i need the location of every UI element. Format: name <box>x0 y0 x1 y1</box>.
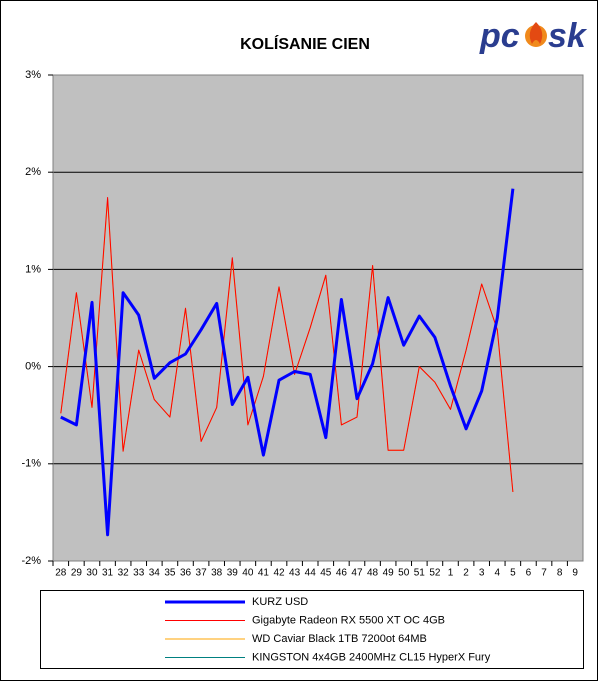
logo-flame-tip <box>529 22 543 44</box>
x-tick-label: 9 <box>572 568 578 579</box>
plot-area <box>53 75 583 561</box>
x-tick-label: 3 <box>479 568 485 579</box>
y-tick-label: 1% <box>25 263 41 275</box>
series-line <box>60 188 515 537</box>
x-tick-label: 44 <box>305 568 317 579</box>
x-tick-label: 48 <box>367 568 379 579</box>
x-tick-label: 5 <box>510 568 516 579</box>
x-tick-label: 33 <box>133 568 145 579</box>
x-tick-label: 32 <box>118 568 130 579</box>
y-tick-label: 2% <box>25 166 41 178</box>
chart-title: KOLÍSANIE CIEN <box>240 34 370 53</box>
logo: pc sk <box>479 17 588 55</box>
legend-label: WD Caviar Black 1TB 7200ot 64MB <box>252 633 427 645</box>
x-tick-label: 40 <box>242 568 254 579</box>
x-tick-label: 37 <box>196 568 208 579</box>
x-tick-label: 1 <box>448 568 454 579</box>
x-tick-label: 31 <box>102 568 114 579</box>
x-tick-label: 46 <box>336 568 348 579</box>
legend-label: KINGSTON 4x4GB 2400MHz CL15 HyperX Fury <box>252 651 491 663</box>
x-tick-label: 6 <box>526 568 532 579</box>
x-tick-label: 29 <box>71 568 83 579</box>
x-tick-label: 39 <box>227 568 239 579</box>
x-tick-label: 45 <box>320 568 332 579</box>
legend-label: Gigabyte Radeon RX 5500 XT OC 4GB <box>252 614 445 626</box>
x-tick-label: 42 <box>273 568 285 579</box>
legend-label: KURZ USD <box>252 596 308 608</box>
legend <box>40 590 584 669</box>
x-tick-label: 34 <box>149 568 161 579</box>
y-tick-label: -1% <box>21 458 41 470</box>
x-tick-label: 7 <box>541 568 547 579</box>
x-tick-label: 49 <box>383 568 395 579</box>
x-tick-label: 41 <box>258 568 270 579</box>
x-tick-label: 28 <box>55 568 67 579</box>
x-tick-label: 38 <box>211 568 223 579</box>
x-tick-label: 47 <box>351 568 363 579</box>
x-tick-label: 51 <box>414 568 426 579</box>
x-tick-label: 4 <box>494 568 500 579</box>
x-tick-label: 30 <box>86 568 98 579</box>
logo-text: pc <box>479 17 520 55</box>
x-tick-label: 43 <box>289 568 301 579</box>
x-tick-label: 36 <box>180 568 192 579</box>
x-tick-label: 35 <box>164 568 176 579</box>
y-tick-label: 3% <box>25 69 41 81</box>
x-tick-label: 2 <box>463 568 469 579</box>
x-tick-label: 50 <box>398 568 410 579</box>
series-line <box>60 197 514 493</box>
x-tick-label: 52 <box>429 568 441 579</box>
y-tick-label: -2% <box>21 555 41 567</box>
y-tick-label: 0% <box>25 361 41 373</box>
x-tick-label: 8 <box>557 568 563 579</box>
logo-text: sk <box>548 17 588 55</box>
